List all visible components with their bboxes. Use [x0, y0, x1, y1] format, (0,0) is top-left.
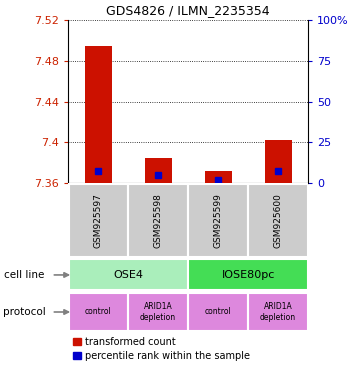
Bar — [205, 171, 232, 183]
Text: IOSE80pc: IOSE80pc — [222, 270, 275, 280]
Title: GDS4826 / ILMN_2235354: GDS4826 / ILMN_2235354 — [106, 4, 270, 17]
Bar — [128, 184, 188, 257]
Bar — [188, 293, 248, 331]
Text: GSM925600: GSM925600 — [274, 193, 282, 248]
Bar — [265, 140, 292, 183]
Text: ARID1A
depletion: ARID1A depletion — [260, 302, 296, 322]
Bar — [69, 184, 128, 257]
Bar — [145, 158, 172, 183]
Text: GSM925598: GSM925598 — [154, 193, 163, 248]
Bar — [188, 260, 308, 290]
Text: OSE4: OSE4 — [113, 270, 143, 280]
Legend: transformed count, percentile rank within the sample: transformed count, percentile rank withi… — [73, 337, 250, 361]
Text: control: control — [205, 308, 231, 316]
Bar — [85, 46, 112, 183]
Bar — [248, 184, 308, 257]
Text: control: control — [85, 308, 112, 316]
Bar — [69, 260, 188, 290]
Text: GSM925597: GSM925597 — [94, 193, 103, 248]
Bar — [248, 293, 308, 331]
Text: protocol: protocol — [4, 307, 46, 317]
Bar — [69, 293, 128, 331]
Text: cell line: cell line — [4, 270, 44, 280]
Bar — [128, 293, 188, 331]
Bar — [188, 184, 248, 257]
Text: ARID1A
depletion: ARID1A depletion — [140, 302, 176, 322]
Text: GSM925599: GSM925599 — [214, 193, 223, 248]
